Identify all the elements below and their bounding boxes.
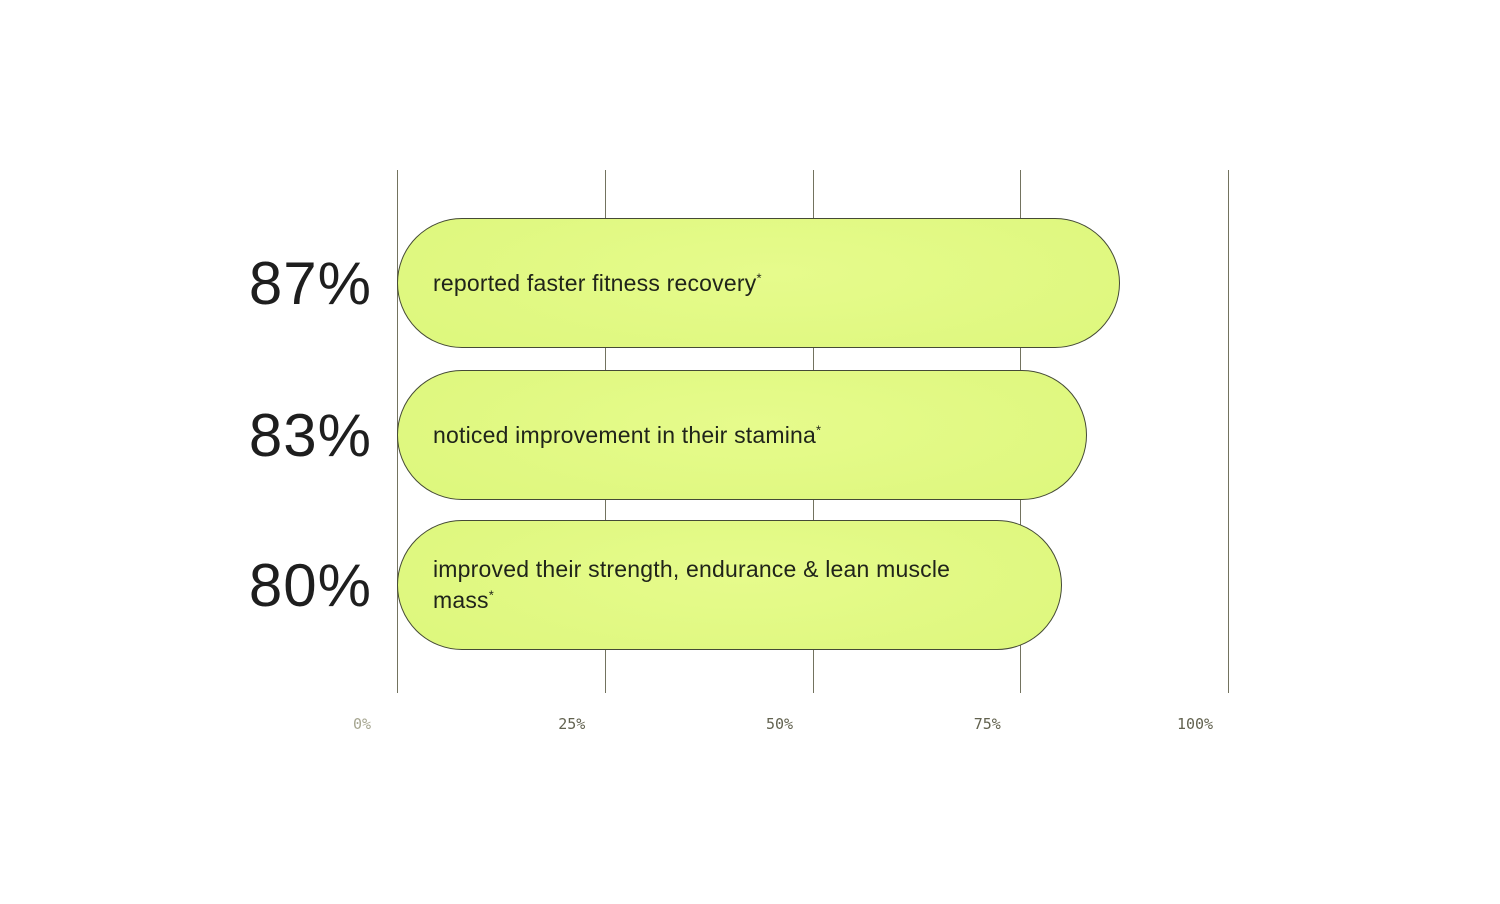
percent-value: 87%	[248, 249, 372, 317]
footnote-asterisk: *	[816, 421, 822, 437]
x-tick-100: 100%	[1176, 715, 1214, 733]
x-tick-0: 0%	[352, 715, 372, 733]
bar-label-text: noticed improvement in their stamina	[433, 421, 817, 448]
bar-label-text: improved their strength, endurance & lea…	[433, 556, 951, 613]
percent-value: 80%	[248, 551, 372, 619]
percent-label-recovery: 87%	[110, 218, 372, 348]
percent-value: 83%	[248, 401, 372, 469]
percent-label-stamina: 83%	[110, 370, 372, 500]
plot-area: reported faster fitness recovery* notice…	[353, 170, 1229, 733]
bar-stamina: noticed improvement in their stamina*	[397, 370, 1087, 500]
gridline-100pct	[1228, 170, 1229, 693]
bar-label: noticed improvement in their stamina*	[398, 420, 821, 451]
x-tick-25: 25%	[558, 715, 586, 733]
x-tick-75: 75%	[973, 715, 1001, 733]
bar-strength: improved their strength, endurance & lea…	[397, 520, 1062, 650]
percent-label-strength: 80%	[110, 520, 372, 650]
bar-label: improved their strength, endurance & lea…	[398, 554, 991, 616]
bar-label-text: reported faster fitness recovery	[433, 269, 757, 296]
footnote-asterisk: *	[488, 587, 495, 603]
footnote-asterisk: *	[756, 269, 762, 285]
bar-label: reported faster fitness recovery*	[398, 268, 762, 299]
bar-recovery: reported faster fitness recovery*	[397, 218, 1120, 348]
x-tick-50: 50%	[765, 715, 794, 733]
